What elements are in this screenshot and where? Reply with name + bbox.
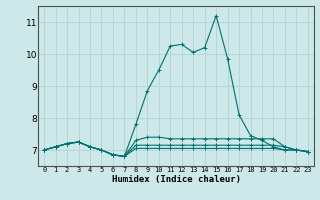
X-axis label: Humidex (Indice chaleur): Humidex (Indice chaleur) <box>111 175 241 184</box>
